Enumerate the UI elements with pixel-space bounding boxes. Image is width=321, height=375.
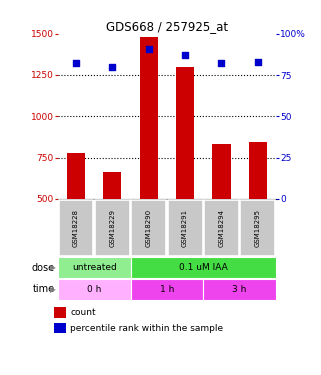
Bar (204, 200, 239, 256)
Bar (131, 257, 276, 278)
Point (146, 46, 151, 52)
Text: 0 h: 0 h (87, 285, 101, 294)
Text: percentile rank within the sample: percentile rank within the sample (70, 324, 224, 333)
Text: GSM18295: GSM18295 (255, 209, 261, 247)
Bar (203, 279, 276, 300)
Bar (213, 144, 230, 199)
Point (255, 59, 260, 65)
Text: GSM18294: GSM18294 (219, 209, 224, 247)
Text: 3 h: 3 h (232, 285, 247, 294)
Text: ▶: ▶ (50, 285, 56, 294)
Text: 1 h: 1 h (160, 285, 174, 294)
Bar (54, 323, 66, 333)
Point (183, 52, 188, 58)
Bar (240, 200, 275, 256)
Bar (54, 307, 66, 318)
Title: GDS668 / 257925_at: GDS668 / 257925_at (106, 20, 228, 33)
Text: GSM18229: GSM18229 (109, 209, 115, 247)
Text: time: time (32, 285, 55, 294)
Text: GSM18228: GSM18228 (73, 209, 79, 247)
Bar (140, 37, 158, 199)
Point (74, 60, 79, 66)
Bar (168, 200, 203, 256)
Bar (58, 200, 93, 256)
Point (219, 60, 224, 66)
Text: 0.1 uM IAA: 0.1 uM IAA (179, 263, 228, 272)
Text: count: count (70, 308, 96, 317)
Text: untreated: untreated (72, 263, 117, 272)
Bar (131, 279, 203, 300)
Text: GSM18290: GSM18290 (146, 209, 152, 247)
Text: dose: dose (31, 263, 55, 273)
Text: ▶: ▶ (50, 263, 56, 272)
Bar (249, 142, 267, 199)
Bar (58, 257, 131, 278)
Point (110, 64, 115, 70)
Bar (103, 172, 121, 199)
Bar (95, 200, 130, 256)
Bar (58, 279, 131, 300)
Bar (176, 67, 194, 199)
Bar (67, 153, 85, 199)
Bar (131, 200, 166, 256)
Text: GSM18291: GSM18291 (182, 209, 188, 247)
